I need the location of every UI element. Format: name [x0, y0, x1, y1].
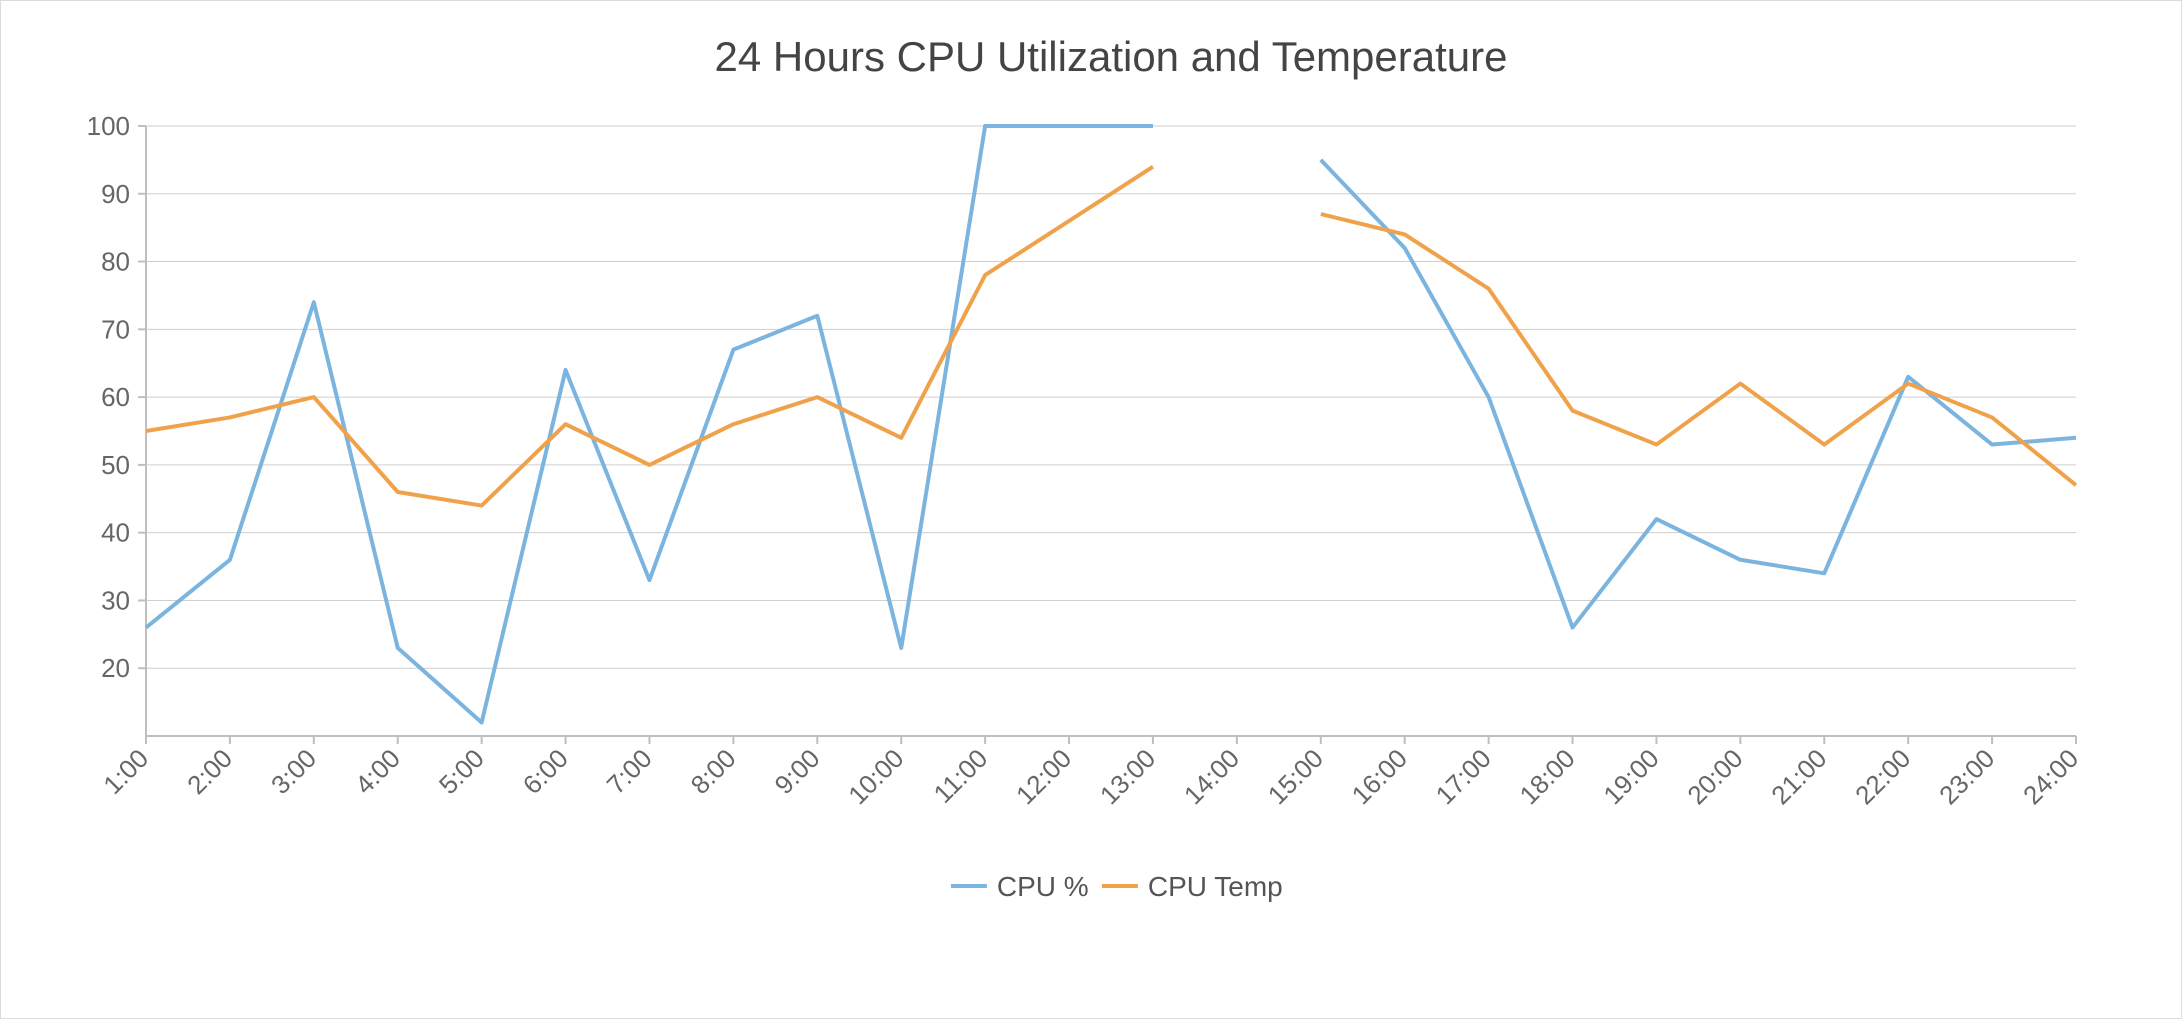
- legend-label: CPU Temp: [1148, 871, 1283, 902]
- x-axis-label: 1:00: [97, 743, 154, 800]
- series-line: [146, 126, 2076, 722]
- x-axis-label: 19:00: [1597, 743, 1664, 810]
- x-axis-label: 6:00: [517, 743, 574, 800]
- x-axis-label: 5:00: [433, 743, 490, 800]
- y-axis-label: 20: [101, 653, 130, 683]
- y-axis-label: 90: [101, 179, 130, 209]
- y-axis-label: 70: [101, 314, 130, 344]
- x-axis-label: 8:00: [685, 743, 742, 800]
- chart-container: 24 Hours CPU Utilization and Temperature…: [0, 0, 2182, 1019]
- x-axis-label: 18:00: [1514, 743, 1581, 810]
- x-axis-label: 7:00: [601, 743, 658, 800]
- x-axis-label: 3:00: [265, 743, 322, 800]
- y-axis-label: 40: [101, 518, 130, 548]
- chart-title: 24 Hours CPU Utilization and Temperature: [715, 33, 1508, 80]
- x-axis-label: 4:00: [349, 743, 406, 800]
- y-axis-label: 80: [101, 247, 130, 277]
- x-axis-label: 9:00: [769, 743, 826, 800]
- legend: CPU % CPU Temp: [951, 871, 1283, 902]
- series-line: [146, 167, 2076, 506]
- x-axis-label: 17:00: [1430, 743, 1497, 810]
- x-axis-label: 20:00: [1681, 743, 1748, 810]
- y-axis-label: 30: [101, 585, 130, 615]
- x-axis-label: 2:00: [181, 743, 238, 800]
- x-axis-label: 10:00: [842, 743, 909, 810]
- x-axis-label: 24:00: [2017, 743, 2084, 810]
- x-axis-label: 11:00: [928, 743, 994, 809]
- x-axis-label: 16:00: [1346, 743, 1413, 810]
- x-axis-label: 13:00: [1094, 743, 1161, 810]
- x-axis-label: 14:00: [1178, 743, 1245, 810]
- x-axis-label: 23:00: [1933, 743, 2000, 810]
- y-axis-label: 50: [101, 450, 130, 480]
- y-axis-label: 100: [87, 111, 130, 141]
- y-axis-label: 60: [101, 382, 130, 412]
- legend-label: CPU %: [997, 871, 1089, 902]
- line-chart: 24 Hours CPU Utilization and Temperature…: [1, 1, 2181, 1018]
- x-axis-label: 15:00: [1262, 743, 1329, 810]
- x-axis-label: 21:00: [1765, 743, 1832, 810]
- x-axis-label: 22:00: [1849, 743, 1916, 810]
- x-axis-label: 12:00: [1010, 743, 1077, 810]
